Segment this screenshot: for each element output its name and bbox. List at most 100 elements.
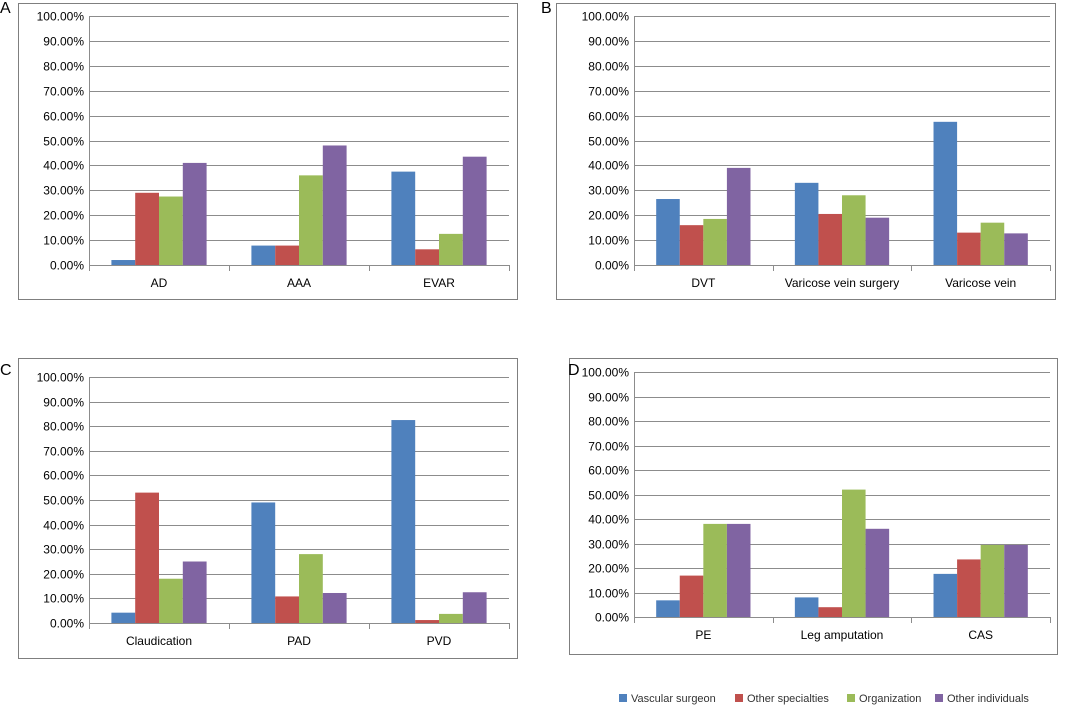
panel-a-ytick-label: 90.00%	[43, 35, 84, 49]
panel-d-label: D	[568, 362, 580, 379]
panel-c-ytick-label: 30.00%	[43, 543, 84, 557]
panel-a-ytick-label: 50.00%	[43, 135, 84, 149]
bar-b-other-individuals	[865, 217, 890, 265]
panel-d-xtick-label: Leg amputation	[801, 628, 884, 642]
legend: Vascular surgeon Other specialties Organ…	[619, 693, 1029, 705]
panel-c-xtick-label: Claudication	[126, 634, 192, 648]
panel-c-xtick-label: PVD	[427, 634, 452, 648]
panel-d: D 0.00% 10.00% 20.00% 30.00% 40.00% 50.00% 60.0…	[568, 358, 1058, 655]
bar-c-vascular-surgeon	[391, 420, 416, 623]
bar-b-other-specialties	[679, 225, 704, 265]
panel-a-ytick-label: 60.00%	[43, 110, 84, 124]
bar-d-vascular-surgeon	[933, 573, 958, 617]
bar-b-organization	[842, 195, 866, 265]
panel-c-ytick-label: 50.00%	[43, 494, 84, 508]
panel-b-ytick-label: 60.00%	[588, 110, 629, 124]
panel-c: C 0.00% 10.00% 20.00% 30.00% 40.00% 50.00% 60.0…	[0, 358, 518, 659]
panel-a-xtick-label: AD	[151, 276, 168, 290]
bar-a-vascular-surgeon	[391, 171, 416, 265]
legend-item-organization: Organization	[847, 693, 921, 705]
panel-c-xtick-label: PAD	[287, 634, 311, 648]
bar-b-vascular-surgeon	[933, 121, 958, 265]
panel-d-ytick-label: 40.00%	[588, 513, 629, 527]
bar-c-vascular-surgeon	[111, 612, 136, 623]
panel-d-ytick-label: 90.00%	[588, 391, 629, 405]
panel-b-ytick-label: 90.00%	[588, 35, 629, 49]
panel-b-ytick-label: 80.00%	[588, 60, 629, 74]
bar-c-other-specialties	[135, 492, 159, 623]
bar-a-organization	[159, 196, 183, 265]
panel-c-ytick-label: 80.00%	[43, 420, 84, 434]
panel-a-ytick-label: 40.00%	[43, 159, 84, 173]
bar-b-organization	[703, 218, 727, 265]
panel-a-label: A	[0, 0, 11, 17]
panel-d-xtick-label: PE	[695, 628, 711, 642]
panel-a-xtick-label: AAA	[287, 276, 311, 290]
legend-label-organization: Organization	[859, 693, 921, 705]
panel-b-xtick-label: DVT	[691, 276, 716, 290]
legend-item-vascular-surgeon: Vascular surgeon	[619, 693, 716, 705]
bar-c-vascular-surgeon	[251, 502, 276, 623]
bar-b-other-specialties	[957, 232, 981, 265]
legend-swatch-other-individuals	[935, 694, 943, 702]
legend-label-vascular-surgeon: Vascular surgeon	[631, 693, 716, 705]
bar-d-other-individuals	[1004, 544, 1028, 617]
panel-a: A 0.00% 10.00% 20.00% 30.00% 40.00% 50.00% 60.0…	[0, 0, 518, 300]
bar-b-vascular-surgeon	[656, 199, 680, 265]
bar-d-organization	[703, 523, 727, 617]
bar-d-other-specialties	[679, 575, 704, 617]
legend-label-other-specialties: Other specialties	[747, 693, 829, 705]
bar-d-organization	[842, 489, 866, 617]
panel-d-xtick-label: CAS	[968, 628, 993, 642]
panel-a-ytick-label: 100.00%	[37, 10, 85, 24]
bar-a-organization	[299, 175, 323, 265]
panel-b-ytick-label: 0.00%	[595, 259, 629, 273]
panel-b-label: B	[541, 0, 552, 17]
bar-c-other-individuals	[182, 561, 207, 623]
bar-d-organization	[980, 544, 1005, 617]
bar-c-other-individuals	[322, 592, 347, 623]
bar-d-other-specialties	[818, 607, 842, 617]
panel-c-label: C	[0, 362, 12, 379]
panel-c-ytick-label: 90.00%	[43, 396, 84, 410]
bar-d-vascular-surgeon	[794, 597, 819, 617]
panel-a-ytick-label: 10.00%	[43, 234, 84, 248]
bar-d-other-individuals	[726, 523, 751, 617]
panel-c-ytick-label: 10.00%	[43, 592, 84, 606]
panel-a-ytick-label: 30.00%	[43, 184, 84, 198]
bar-c-other-specialties	[415, 620, 439, 623]
bar-a-vascular-surgeon	[111, 260, 136, 265]
bar-b-organization	[980, 222, 1005, 265]
bar-b-other-specialties	[818, 213, 842, 265]
bar-b-vascular-surgeon	[794, 182, 819, 265]
bar-c-other-specialties	[275, 596, 299, 623]
panel-d-ytick-label: 60.00%	[588, 464, 629, 478]
panel-d-ytick-label: 50.00%	[588, 489, 629, 503]
legend-item-other-individuals: Other individuals	[935, 693, 1029, 705]
bar-c-organization	[159, 578, 183, 623]
bar-b-other-individuals	[726, 167, 751, 265]
panel-a-ytick-label: 70.00%	[43, 85, 84, 99]
panel-d-ytick-label: 20.00%	[588, 562, 629, 576]
panel-d-ytick-label: 0.00%	[595, 611, 629, 625]
panel-d-ytick-label: 70.00%	[588, 440, 629, 454]
panel-d-ytick-label: 10.00%	[588, 587, 629, 601]
panel-c-ytick-label: 0.00%	[50, 617, 84, 631]
bar-a-other-specialties	[135, 192, 159, 265]
panel-c-ytick-label: 20.00%	[43, 568, 84, 582]
bar-a-other-specialties	[275, 245, 299, 265]
legend-swatch-vascular-surgeon	[619, 694, 627, 702]
bar-d-other-specialties	[957, 559, 981, 617]
bar-c-organization	[299, 554, 323, 623]
bar-a-other-individuals	[462, 156, 487, 265]
panel-a-ytick-label: 0.00%	[50, 259, 84, 273]
panel-b-ytick-label: 20.00%	[588, 209, 629, 223]
panel-a-xtick-label: EVAR	[423, 276, 455, 290]
bar-d-other-individuals	[865, 528, 890, 617]
panel-c-ytick-label: 70.00%	[43, 445, 84, 459]
bar-a-vascular-surgeon	[251, 245, 276, 265]
bar-a-organization	[439, 233, 463, 265]
panel-c-ytick-label: 40.00%	[43, 519, 84, 533]
bar-a-other-specialties	[415, 249, 439, 265]
